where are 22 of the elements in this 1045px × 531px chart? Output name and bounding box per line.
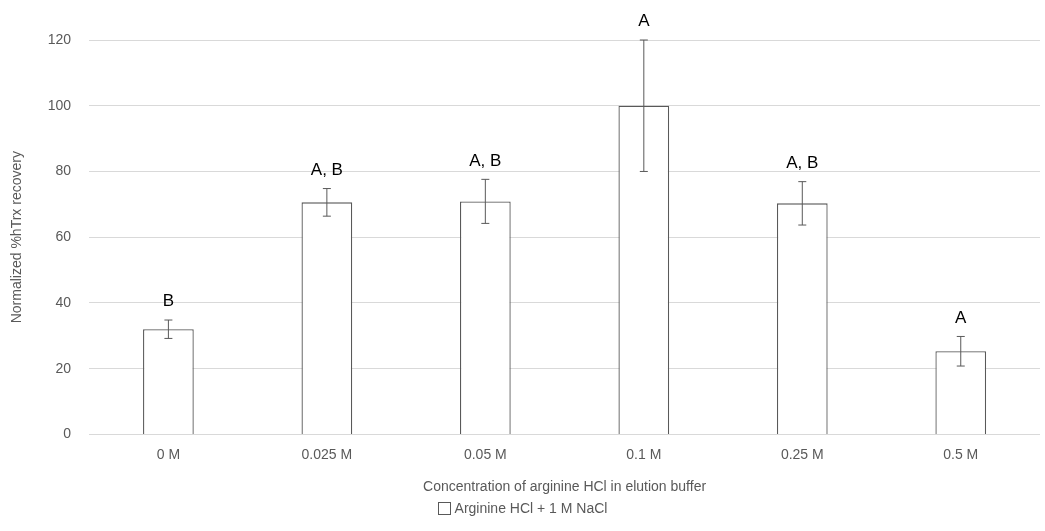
x-axis-title: Concentration of arginine HCl in elution buffer	[423, 478, 707, 495]
x-tick-label: 0 M	[156, 445, 181, 462]
x-tick-label: 0.025 M	[301, 445, 353, 462]
x-tick-label: 0.1 M	[626, 445, 662, 462]
y-axis-title: Normalized %hTrx recovery	[8, 151, 25, 324]
y-tick-label: 120	[47, 30, 72, 47]
annotation: A, B	[310, 159, 343, 179]
annotation: A, B	[786, 152, 819, 172]
y-tick-label: 0	[63, 425, 72, 442]
y-tick-label: 40	[55, 293, 72, 310]
text: Arginine HCl + 1 M NaCl	[454, 500, 608, 516]
y-tick-label: 60	[55, 228, 72, 245]
x-tick-label: 0.05 M	[463, 445, 507, 462]
y-tick-label: 100	[47, 96, 72, 113]
y-tick-label: 80	[55, 162, 72, 179]
y-tick-label: 20	[55, 359, 72, 376]
annotation: A	[638, 11, 651, 31]
annotation: B	[162, 291, 175, 311]
x-tick-label: 0.25 M	[780, 445, 824, 462]
x-tick-label: 0.5 M	[943, 445, 979, 462]
annotation: A	[955, 307, 968, 327]
annotation: A, B	[469, 150, 502, 170]
